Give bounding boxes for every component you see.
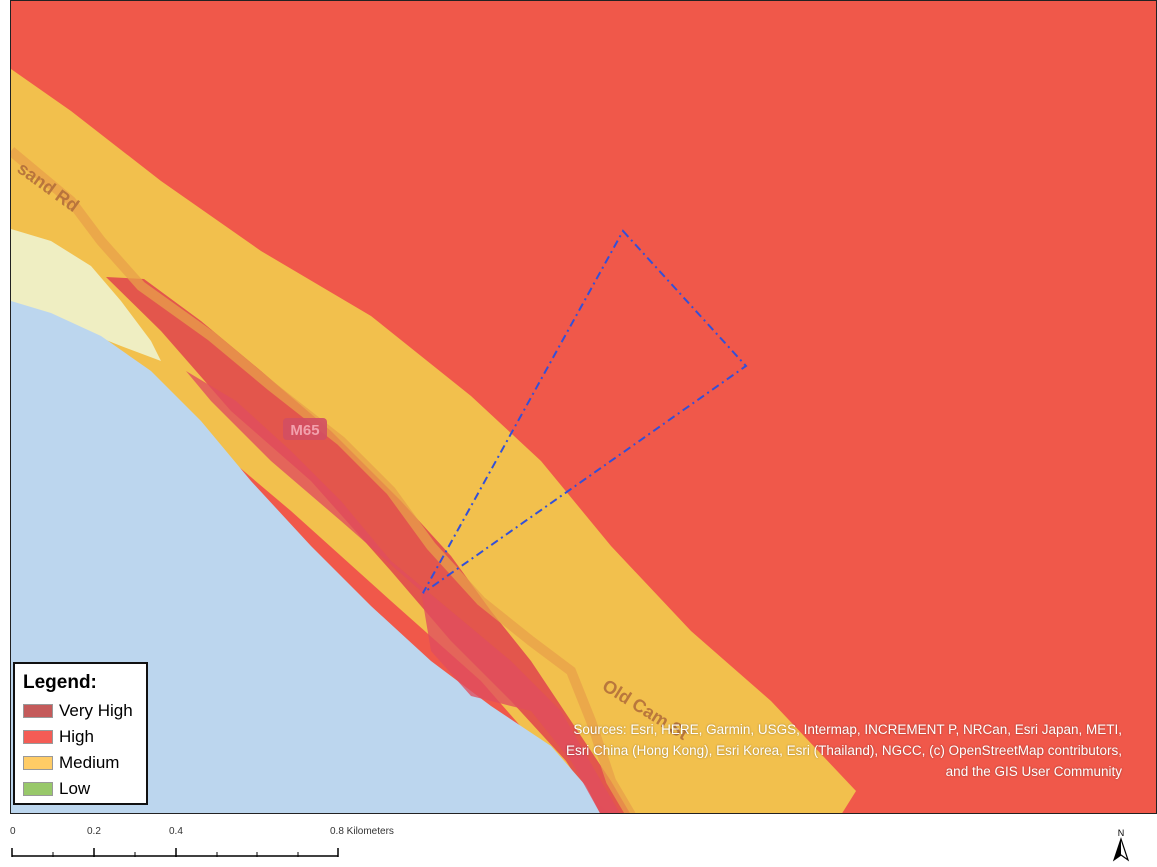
coastal-high-risk-area xyxy=(186,371,620,813)
scale-tick-label-0-4: 0.4 xyxy=(169,826,183,837)
scale-bar: 0 0.2 0.4 0.8 Kilometers xyxy=(0,826,460,864)
legend-label: High xyxy=(59,727,94,746)
water-body xyxy=(11,301,600,813)
viewshed-outline[interactable] xyxy=(422,229,748,594)
scale-bar-line xyxy=(11,848,339,857)
map-attribution: Sources: Esri, HERE, Garmin, USGS, Inter… xyxy=(566,722,1122,779)
road-line xyxy=(11,147,636,813)
legend-swatch xyxy=(23,704,53,718)
legend-swatch xyxy=(23,782,53,796)
legend-item-low: Low xyxy=(23,776,138,802)
legend-label: Medium xyxy=(59,753,120,772)
low-risk-area xyxy=(11,229,161,361)
legend-item-medium: Medium xyxy=(23,750,138,776)
legend-swatch xyxy=(23,756,53,770)
road-label-m65: M65 xyxy=(290,422,319,439)
north-arrow-icon: N xyxy=(1112,828,1130,862)
scale-tick-label-0: 0 xyxy=(10,826,16,837)
north-arrow-label: N xyxy=(1118,828,1125,838)
legend-label: Very High xyxy=(59,701,133,720)
legend-item-very-high: Very High xyxy=(23,698,138,724)
scale-tick-label-0-8: 0.8 Kilometers xyxy=(330,826,394,837)
map-frame[interactable]: sand Rd M65 Old Cam St Sources: Esri, HE… xyxy=(10,0,1157,814)
road-shield-m65 xyxy=(283,418,327,440)
legend-label: Low xyxy=(59,779,91,798)
scale-tick-label-0-2: 0.2 xyxy=(87,826,101,837)
north-arrow: N xyxy=(1110,826,1132,862)
medium-risk-area xyxy=(11,69,856,813)
legend-item-high: High xyxy=(23,724,138,750)
legend-title: Legend: xyxy=(23,672,97,693)
map-canvas[interactable]: sand Rd M65 Old Cam St xyxy=(11,1,1157,814)
legend-swatch xyxy=(23,730,53,744)
map-legend: Legend: Very High High Medium Low xyxy=(13,662,148,805)
